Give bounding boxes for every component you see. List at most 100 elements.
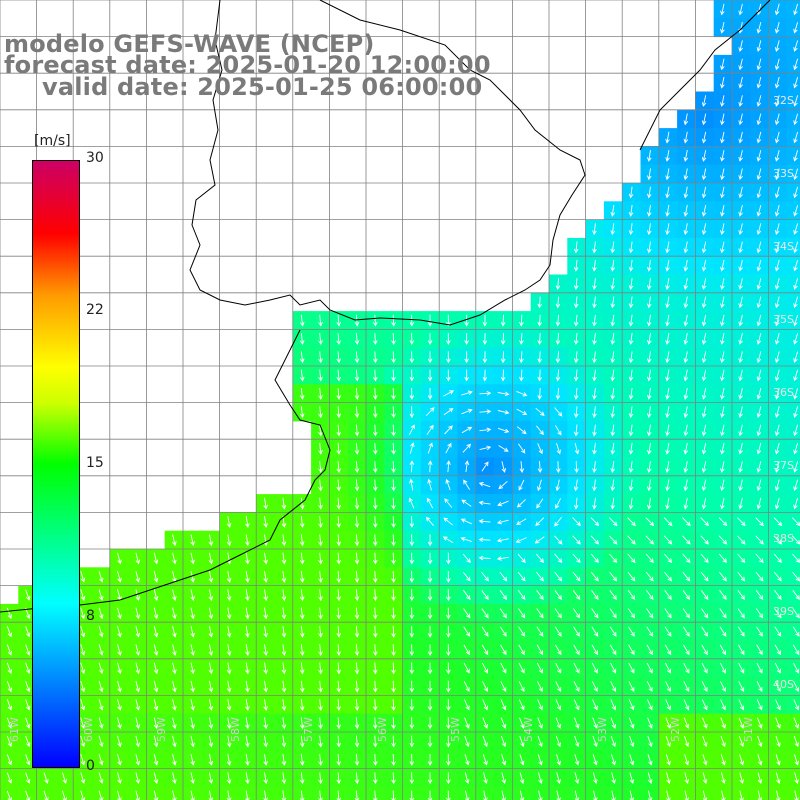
wind-arrow xyxy=(775,754,781,766)
wind-arrow xyxy=(426,497,434,509)
wind-arrow xyxy=(628,681,635,693)
wind-arrow xyxy=(245,772,250,785)
lon-label-56w: 56W xyxy=(376,717,389,742)
wind-arrow xyxy=(226,570,232,583)
wind-arrow xyxy=(646,241,652,254)
wind-arrow xyxy=(318,772,323,785)
wind-arrow xyxy=(683,735,690,748)
wind-arrow xyxy=(519,717,525,729)
wind-arrow xyxy=(373,516,378,528)
wind-arrow xyxy=(299,717,305,730)
wind-arrow xyxy=(336,534,342,547)
wind-arrow xyxy=(460,536,473,543)
wind-arrow xyxy=(774,681,781,693)
wind-arrow xyxy=(98,644,104,656)
wind-arrow xyxy=(537,387,542,400)
wind-arrow xyxy=(499,626,507,637)
wind-arrow xyxy=(739,772,744,785)
lon-label-53w: 53W xyxy=(596,717,609,742)
wind-speed-cell xyxy=(786,237,800,257)
wind-arrow xyxy=(628,699,635,711)
wind-arrow xyxy=(774,662,781,674)
wind-arrow xyxy=(793,333,799,345)
wind-speed-cell xyxy=(475,786,495,800)
wind-arrow xyxy=(610,681,617,693)
title-forecast-date: forecast date: 2025-01-20 12:00:00 xyxy=(4,51,491,79)
wind-arrow xyxy=(373,552,378,565)
wind-arrow xyxy=(318,369,323,382)
wind-arrow xyxy=(373,625,378,638)
wind-arrow xyxy=(720,186,725,199)
wind-arrow xyxy=(592,223,597,236)
wind-arrow xyxy=(683,278,689,291)
wind-speed-cell xyxy=(18,786,38,800)
wind-arrow xyxy=(80,754,86,766)
wind-arrow xyxy=(683,369,689,382)
wind-arrow xyxy=(135,772,141,785)
wind-arrow xyxy=(701,497,707,510)
wind-arrow xyxy=(665,442,670,455)
wind-arrow xyxy=(775,717,781,729)
wind-arrow xyxy=(793,717,800,729)
lon-label-55w: 55W xyxy=(449,717,462,742)
wind-arrow xyxy=(519,735,525,748)
wind-arrow xyxy=(627,608,636,619)
wind-arrow xyxy=(610,296,616,309)
wind-arrow xyxy=(628,387,634,400)
wind-arrow xyxy=(500,314,506,327)
wind-arrow xyxy=(245,625,250,638)
wind-arrow xyxy=(793,40,799,52)
wind-arrow xyxy=(573,278,579,291)
wind-arrow xyxy=(572,535,581,545)
wind-arrow xyxy=(646,461,652,474)
wind-arrow xyxy=(792,608,800,619)
wind-arrow xyxy=(773,571,782,582)
wind-arrow xyxy=(336,369,342,382)
wind-arrow xyxy=(172,680,177,693)
wind-arrow xyxy=(446,589,451,602)
wind-speed-cell xyxy=(622,786,641,800)
wind-arrow xyxy=(737,571,746,582)
wind-arrow xyxy=(756,241,762,254)
wind-arrow xyxy=(391,351,396,364)
wind-arrow xyxy=(665,717,671,729)
wind-arrow xyxy=(153,772,159,785)
wind-arrow xyxy=(555,717,562,729)
wind-arrow xyxy=(336,516,342,528)
wind-arrow xyxy=(281,680,287,693)
wind-arrow xyxy=(774,3,780,16)
wind-arrow xyxy=(263,717,268,730)
wind-arrow xyxy=(628,314,634,327)
wind-arrow xyxy=(482,333,488,345)
wind-arrow xyxy=(409,644,415,657)
wind-arrow xyxy=(245,570,250,583)
wind-arrow xyxy=(25,662,31,674)
wind-speed-cell xyxy=(695,786,715,800)
wind-arrow xyxy=(738,735,745,748)
wind-arrow xyxy=(299,680,305,693)
wind-arrow xyxy=(425,407,435,417)
wind-arrow xyxy=(6,735,13,748)
lon-label-61w: 61W xyxy=(8,717,21,742)
wind-arrow xyxy=(647,735,653,748)
wind-arrow xyxy=(445,442,452,454)
wind-arrow xyxy=(117,570,122,583)
wind-arrow xyxy=(482,717,488,729)
wind-arrow xyxy=(793,131,799,144)
wind-arrow xyxy=(373,387,378,400)
wind-arrow xyxy=(683,387,689,400)
wind-arrow xyxy=(793,369,799,382)
wind-arrow xyxy=(536,479,542,492)
wind-arrow xyxy=(664,553,673,564)
wind-arrow xyxy=(610,754,616,766)
wind-speed-cell xyxy=(549,786,568,800)
wind-arrow xyxy=(80,607,86,620)
wind-arrow xyxy=(463,626,471,637)
wind-arrow xyxy=(738,424,743,437)
wind-arrow xyxy=(481,626,489,637)
wind-arrow xyxy=(755,535,764,545)
wind-arrow xyxy=(774,644,781,656)
wind-arrow xyxy=(646,497,652,510)
wind-speed-cell xyxy=(567,786,587,800)
wind-arrow xyxy=(610,461,616,474)
